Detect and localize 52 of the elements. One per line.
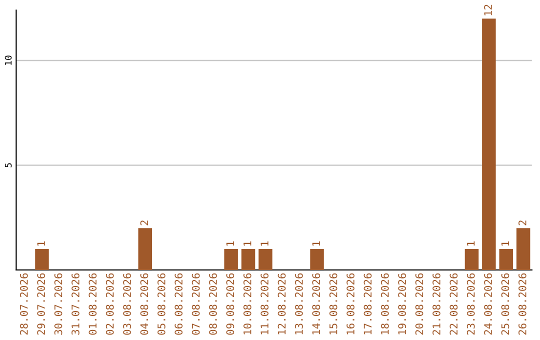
bar	[499, 249, 513, 270]
bar	[516, 228, 530, 270]
x-tick-label: 26.08.2026	[518, 273, 526, 335]
x-tick-label: 25.08.2026	[501, 273, 510, 335]
x-tick-label: 14.08.2026	[312, 273, 320, 334]
data-label: 1	[260, 241, 268, 246]
x-tick-label: 24.08.2026	[484, 273, 492, 335]
x-tick-label: 09.08.2026	[226, 273, 234, 335]
x-tick-label: 29.07.2026	[37, 273, 46, 335]
x-tick-label: 17.08.2026	[364, 273, 372, 334]
x-tick-label: 05.08.2026	[157, 273, 166, 335]
data-label: 1	[226, 241, 234, 246]
bar	[224, 249, 238, 270]
x-tick-label: 11.08.2026	[260, 273, 269, 334]
data-label: 1	[467, 241, 475, 246]
y-tick-label: 10	[4, 56, 12, 65]
data-label: 1	[312, 241, 320, 246]
x-tick-label: 30.07.2026	[54, 273, 62, 335]
bar	[35, 249, 49, 270]
bar	[258, 249, 272, 270]
x-tick-label: 18.08.2026	[380, 273, 389, 334]
x-tick-label: 10.08.2026	[243, 273, 252, 334]
x-tick-label: 06.08.2026	[174, 273, 183, 335]
y-tick-label: 5	[4, 163, 12, 168]
x-tick-label: 22.08.2026	[450, 273, 458, 335]
data-label: 1	[501, 241, 510, 246]
x-tick-label: 28.07.2026	[20, 273, 28, 335]
x-tick-label: 19.08.2026	[398, 273, 406, 334]
x-tick-label: 31.07.2026	[72, 273, 80, 335]
bar	[310, 249, 324, 270]
x-tick-label: 02.08.2026	[106, 273, 114, 335]
x-tick-label: 07.08.2026	[192, 273, 200, 335]
x-tick-label: 08.08.2026	[209, 273, 217, 335]
data-label: 2	[140, 220, 148, 226]
data-label: 12	[484, 4, 492, 16]
data-label: 2	[518, 220, 526, 226]
bar	[464, 249, 479, 270]
x-tick-label: 03.08.2026	[123, 273, 131, 335]
bar	[138, 228, 152, 270]
data-label: 1	[244, 241, 252, 246]
x-tick-label: 21.08.2026	[432, 273, 440, 335]
bar	[241, 249, 256, 270]
x-tick-label: 04.08.2026	[140, 273, 148, 335]
x-tick-label: 12.08.2026	[278, 273, 286, 334]
x-tick-label: 13.08.2026	[295, 273, 303, 334]
x-tick-label: 15.08.2026	[329, 273, 338, 334]
bar	[482, 18, 496, 270]
x-tick-label: 16.08.2026	[346, 273, 354, 334]
x-tick-label: 20.08.2026	[415, 273, 424, 335]
x-tick-label: 23.08.2026	[466, 273, 475, 335]
data-label: 1	[37, 241, 45, 246]
x-tick-label: 01.08.2026	[88, 273, 97, 335]
